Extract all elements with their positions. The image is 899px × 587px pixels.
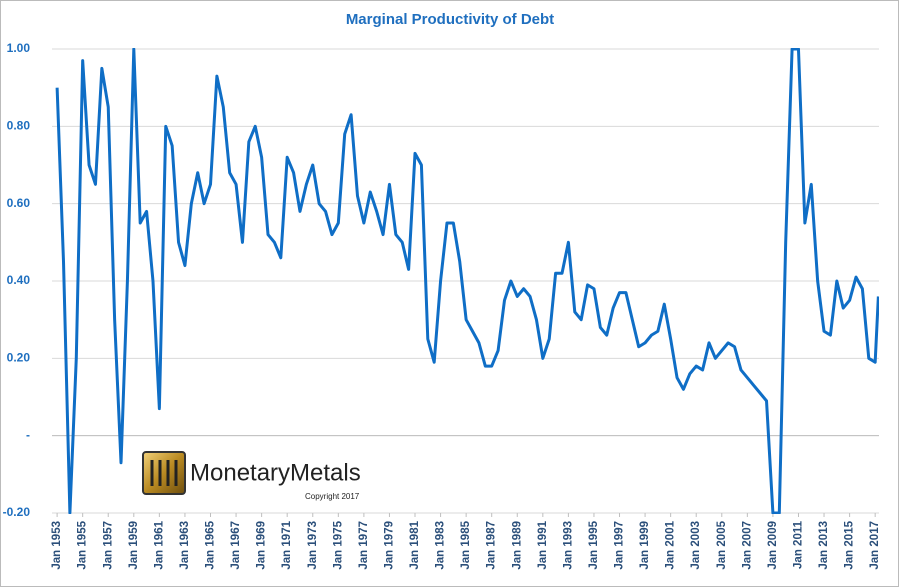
logo: MonetaryMetals Copyright 2017 bbox=[142, 451, 361, 501]
x-tick-label: Jan 1989 bbox=[511, 521, 523, 570]
x-tick-label: Jan 1999 bbox=[639, 521, 651, 570]
x-tick-label: Jan 1967 bbox=[230, 521, 242, 570]
y-tick-label: 0.40 bbox=[7, 273, 31, 287]
x-tick-label: Jan 1995 bbox=[588, 520, 600, 569]
data-line bbox=[55, 48, 879, 514]
x-tick-label: Jan 1997 bbox=[614, 521, 626, 570]
x-tick-label: Jan 1977 bbox=[358, 521, 370, 570]
y-tick-label: - bbox=[26, 428, 30, 442]
chart-title: Marginal Productivity of Debt bbox=[346, 11, 554, 28]
x-tick-label: Jan 2013 bbox=[818, 521, 830, 570]
x-tick-label: Jan 1985 bbox=[460, 520, 472, 569]
x-tick-label: Jan 1993 bbox=[562, 521, 574, 570]
y-tick-label: 1.00 bbox=[7, 41, 31, 55]
x-tick-label: Jan 1983 bbox=[435, 521, 447, 570]
copyright: Copyright 2017 bbox=[305, 492, 360, 501]
x-tick-label: Jan 1953 bbox=[51, 521, 63, 570]
x-tick-label: Jan 1987 bbox=[486, 521, 498, 570]
x-tick-label: Jan 1973 bbox=[307, 521, 319, 570]
x-tick-label: Jan 1971 bbox=[281, 520, 293, 569]
x-tick-label: Jan 1991 bbox=[537, 520, 549, 569]
y-tick-label: 0.80 bbox=[7, 119, 31, 133]
x-tick-label: Jan 1955 bbox=[77, 520, 89, 569]
y-tick-label: -0.20 bbox=[3, 505, 31, 519]
x-tick-label: Jan 1981 bbox=[409, 520, 421, 569]
logo-icon bbox=[142, 451, 186, 495]
x-tick-label: Jan 2005 bbox=[716, 520, 728, 569]
x-tick-label: Jan 2009 bbox=[767, 521, 779, 570]
x-tick-label: Jan 1969 bbox=[256, 521, 268, 570]
x-tick-label: Jan 2001 bbox=[665, 520, 677, 569]
x-tick-label: Jan 1963 bbox=[179, 521, 191, 570]
y-tick-label: 0.60 bbox=[7, 196, 31, 210]
x-tick-label: Jan 2011 bbox=[793, 520, 805, 569]
x-tick-label: Jan 1979 bbox=[383, 521, 395, 570]
x-tick-label: Jan 2015 bbox=[844, 520, 856, 569]
logo-lines bbox=[150, 460, 178, 486]
x-tick-label: Jan 1975 bbox=[332, 520, 344, 569]
x-tick-label: Jan 1957 bbox=[102, 521, 114, 570]
x-tick-label: Jan 1959 bbox=[128, 521, 140, 570]
x-tick-label: Jan 1965 bbox=[205, 520, 217, 569]
x-tick-label: Jan 2017 bbox=[869, 521, 881, 570]
x-tick-label: Jan 1961 bbox=[153, 520, 165, 569]
x-tick-label: Jan 2007 bbox=[741, 521, 753, 570]
y-tick-label: 0.20 bbox=[7, 351, 31, 365]
x-tick-label: Jan 2003 bbox=[690, 521, 702, 570]
brand: MonetaryMetals bbox=[190, 459, 361, 486]
